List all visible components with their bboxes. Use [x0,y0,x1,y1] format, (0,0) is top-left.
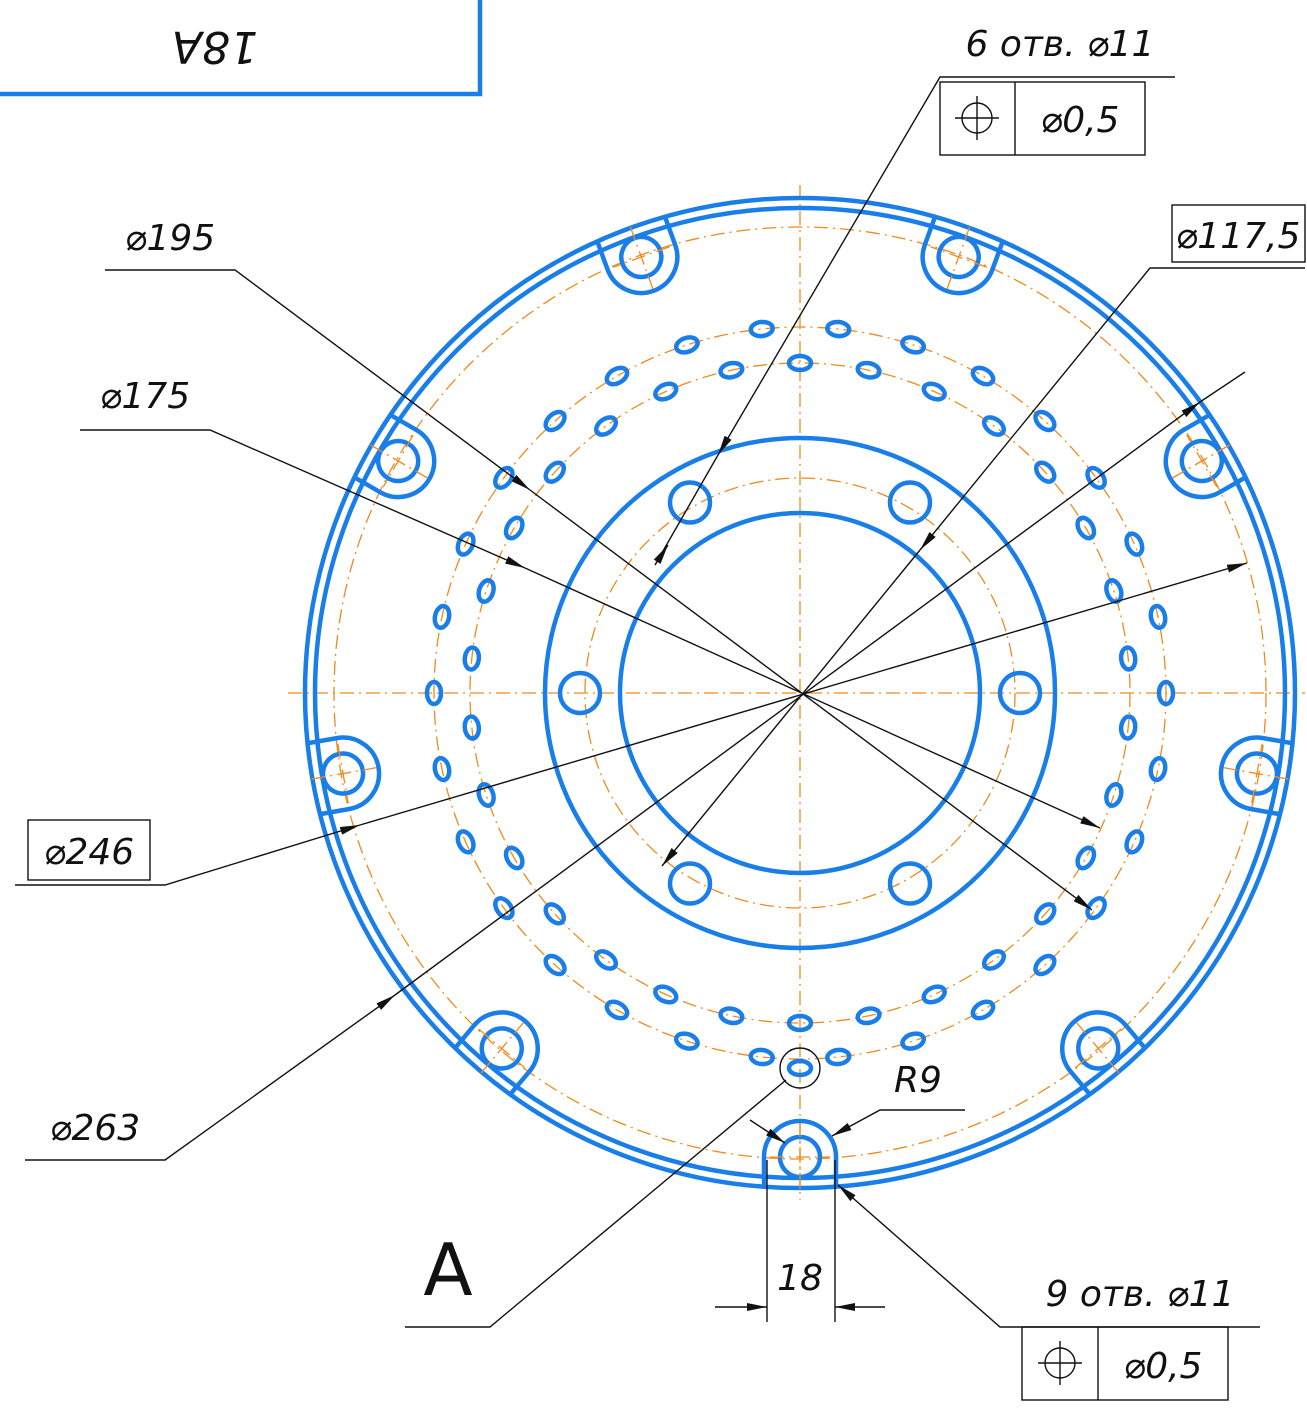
slot-part [1157,417,1248,504]
oval-slot [750,1049,773,1065]
callout: ⌀175 [100,376,190,417]
leaders [15,77,1305,1400]
hub-hole [890,864,930,904]
oval-slot [1074,845,1097,871]
oval-slot [593,414,619,438]
callout: 6 отв. ⌀11 [966,24,1155,65]
oval-slot [789,1061,811,1075]
oval-slot [542,408,568,433]
oval-slot [921,984,947,1006]
slot-hole [1048,998,1149,1099]
oval-slot [476,578,496,603]
callout: ⌀0,5 [1041,100,1120,141]
hub-hole [890,482,930,522]
oval-slot [750,321,773,337]
oval-slot [1123,829,1145,855]
oval-slot [719,1007,743,1025]
oval-slot [674,335,699,355]
hub-hole [670,864,710,904]
oval-slot [900,1031,925,1051]
callout: ⌀195 [125,218,215,259]
slot-part [352,417,443,504]
callout: ⌀0,5 [1124,1346,1203,1387]
callout: ⌀117,5 [1176,216,1301,257]
callout: R9 [894,1060,942,1101]
oval-slot [604,364,630,387]
view-label: А [423,1228,472,1312]
slot-hole [764,1121,836,1193]
oval-slot [1032,408,1058,433]
stamp-text: 18А [172,21,258,72]
oval-slot [981,948,1007,972]
callout: ⌀263 [50,1108,140,1149]
oval-slot [827,1049,850,1065]
slot-hole [451,998,552,1099]
callout: 18 [777,1258,823,1299]
oval-slot [1104,782,1124,807]
hub-hole [670,482,710,522]
drawing: 18А 6 отв. ⌀11 ⌀0,5 ⌀117,5 ⌀1 [0,0,1307,1411]
oval-slot [1149,757,1167,781]
oval-slot [593,948,619,972]
oval-slot [542,901,567,927]
oval-slot [1084,895,1108,921]
oval-slot [970,364,996,387]
callout: 9 отв. ⌀11 [1046,1274,1235,1315]
callout: ⌀246 [44,832,134,873]
